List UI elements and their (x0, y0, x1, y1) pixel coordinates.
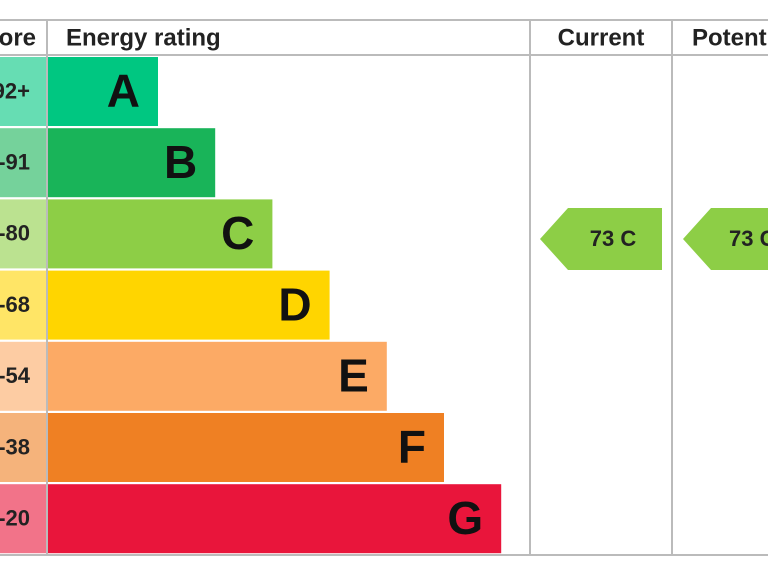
score-cell (0, 413, 46, 482)
score-label: 39-54 (0, 363, 31, 388)
score-cell (0, 199, 46, 269)
score-cell (0, 57, 46, 126)
rating-bar (48, 128, 216, 198)
score-label: 1-20 (0, 506, 30, 531)
potential-arrow (683, 208, 768, 270)
score-cell (0, 341, 46, 411)
score-cell (0, 128, 46, 198)
score-label: 55-68 (0, 292, 30, 317)
rating-bar (48, 413, 444, 482)
rating-letter: E (338, 349, 369, 401)
rating-letter: B (164, 136, 197, 188)
rating-header: Energy rating (66, 24, 221, 51)
rating-bar (48, 270, 330, 340)
score-header: Score (0, 24, 36, 51)
rating-bar (48, 199, 273, 269)
score-cell (0, 270, 46, 340)
rating-bar (48, 484, 502, 554)
rating-letter: C (221, 207, 254, 259)
score-label: 69-80 (0, 221, 30, 246)
potential-label: 73 C (729, 226, 768, 251)
score-label: 92+ (0, 78, 30, 103)
rating-letter: A (107, 65, 140, 117)
rating-bar (48, 341, 387, 411)
rating-letter: G (447, 492, 483, 544)
current-header: Current (558, 24, 645, 51)
rating-rows: 92+ A 81-91 B 69-80 C 55-68 D 39-54 E 21-38 F 1-20 G (0, 57, 502, 554)
current-label: 73 C (590, 226, 637, 251)
potential-header: Potential (692, 24, 768, 51)
current-arrow (540, 208, 662, 270)
score-label: 81-91 (0, 150, 30, 175)
rating-letter: F (398, 421, 426, 473)
score-label: 21-38 (0, 434, 30, 459)
score-cell (0, 484, 46, 554)
rating-letter: D (278, 278, 311, 330)
rating-bar (48, 57, 158, 126)
